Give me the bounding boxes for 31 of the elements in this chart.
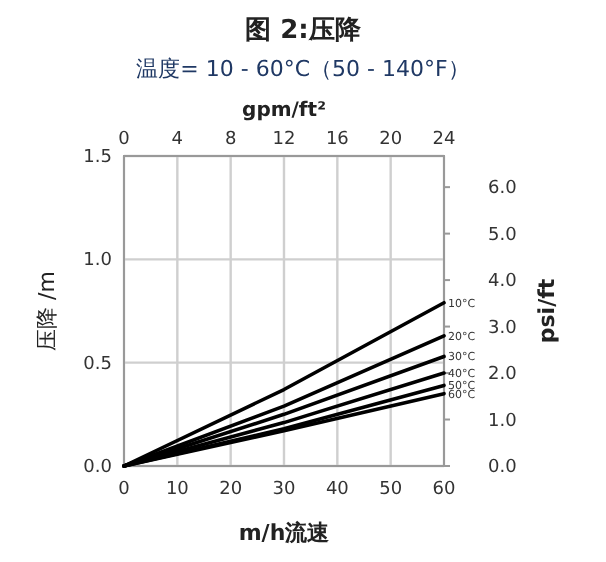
x-axis-title: m/h流速 (238, 520, 332, 546)
x2-tick-label: 20 (379, 130, 403, 150)
y2-tick-label: 5.0 (488, 225, 518, 246)
x2-axis-title: gpm/ft² (242, 100, 326, 122)
y2-axis-title: psi/ft (534, 278, 560, 344)
y2-tick-label: 4.0 (488, 272, 518, 293)
y-tick-label: 1.0 (83, 251, 113, 272)
y-tick-label: 0.5 (83, 354, 112, 375)
chart-title: 图 2:压降 (245, 16, 363, 46)
x2-tick-label: 8 (224, 130, 237, 150)
y2-tick-label: 2.0 (488, 365, 518, 386)
x2-tick-label: 4 (171, 130, 184, 150)
y-tick-label: 1.5 (83, 148, 112, 168)
x2-tick-label: 12 (272, 130, 296, 150)
x-tick-label: 10 (165, 480, 190, 500)
y2-tick-label: 6.0 (488, 179, 518, 200)
y2-tick-label: 3.0 (488, 318, 518, 339)
x-tick-label: 60 (432, 480, 456, 500)
y2-tick-label: 1.0 (488, 411, 518, 432)
x2-tick-label: 16 (325, 130, 350, 150)
x-tick-label: 0 (118, 480, 131, 500)
x-tick-label: 40 (325, 480, 350, 500)
y-tick-label: 0.0 (83, 458, 113, 478)
y2-tick-label: 0.0 (488, 458, 518, 478)
x2-tick-label: 0 (118, 130, 131, 150)
x-tick-label: 50 (379, 480, 403, 500)
x-tick-label: 20 (219, 480, 243, 500)
x-tick-label: 30 (272, 480, 296, 500)
y-axis-title: 压降 /m (34, 271, 60, 351)
chart-subtitle: 温度= 10 - 60°C（50 - 140°F） (136, 56, 470, 82)
x2-tick-label: 24 (432, 130, 456, 150)
